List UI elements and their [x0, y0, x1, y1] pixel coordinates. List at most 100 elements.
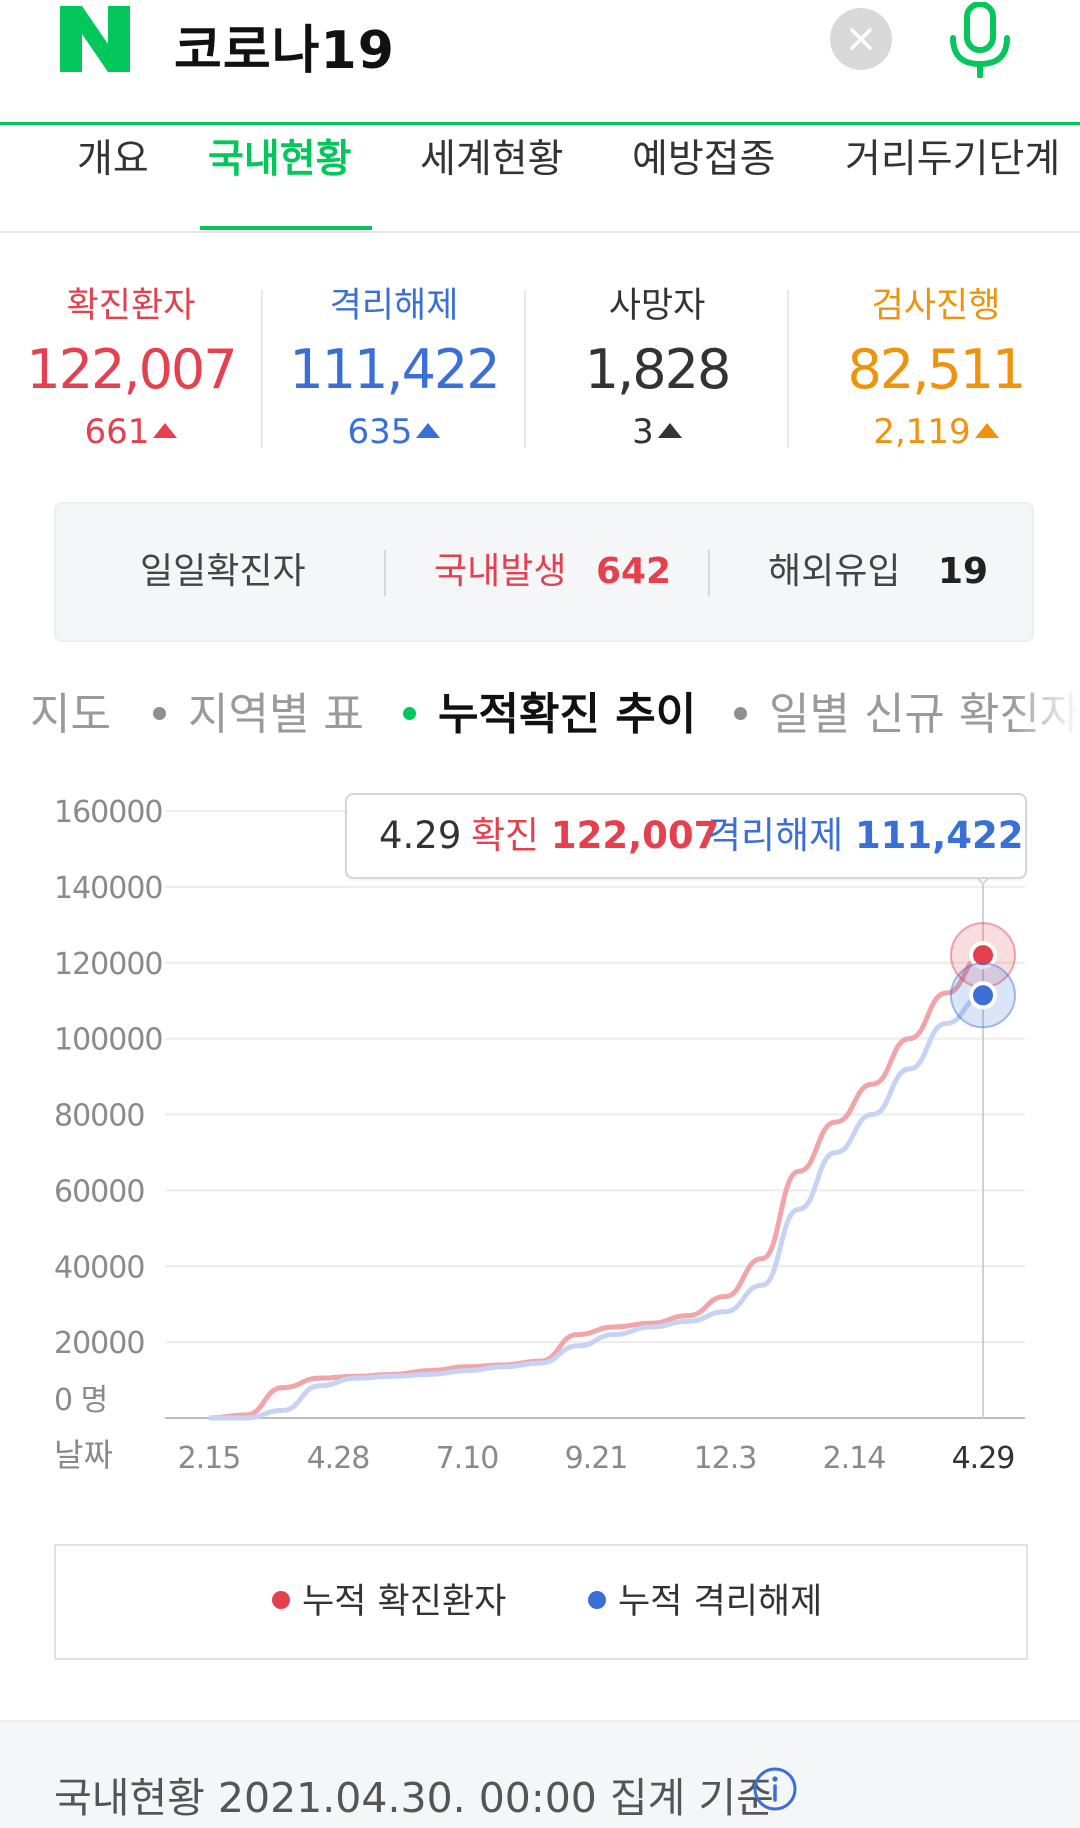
- tab-bar: 개요 국내현황 세계현황 예방접종 거리두기단계: [0, 125, 1080, 233]
- legend-dot-blue: [588, 1591, 606, 1609]
- x-tick-label: 12.3: [694, 1441, 757, 1476]
- tab-domestic[interactable]: 국내현황: [208, 137, 352, 182]
- stat-released: 격리해제 111,422 635: [263, 282, 525, 456]
- tooltip-confirmed: 확진 122,007: [471, 795, 719, 877]
- tooltip-date: 4.29: [379, 814, 462, 857]
- y-tick-label: 0 명: [54, 1383, 107, 1418]
- daily-title: 일일확진자: [140, 551, 306, 592]
- tooltip-confirmed-label: 확진: [471, 814, 540, 857]
- chart-subtabs: 지도 지역별 표 누적확진 추이 일별 신규 확진자: [0, 680, 1080, 750]
- tab-world[interactable]: 세계현황: [420, 137, 564, 182]
- stat-testing: 검사진행 82,511 2,119: [805, 282, 1067, 456]
- series-line-confirmed: [208, 952, 984, 1421]
- microphone-icon[interactable]: [945, 2, 1015, 78]
- up-arrow-icon: [153, 423, 178, 438]
- legend-label-confirmed: 누적 확진환자: [302, 1582, 507, 1622]
- up-arrow-icon: [974, 423, 999, 438]
- bullet-dot: [153, 706, 166, 720]
- y-tick-label: 40000: [54, 1250, 144, 1285]
- search-query[interactable]: 코로나19: [174, 21, 395, 81]
- naver-logo[interactable]: [58, 4, 132, 74]
- close-icon: [850, 28, 872, 50]
- subtab-map[interactable]: 지도: [30, 689, 111, 740]
- daily-divider: [708, 550, 710, 596]
- scroll-fade: [1010, 680, 1080, 750]
- chart-tooltip: 4.29 확진 122,007 격리해제 111,422: [345, 793, 1027, 879]
- daily-domestic: 국내발생 642: [434, 504, 671, 640]
- y-tick-label: 120000: [54, 947, 163, 982]
- x-tick-label: 9.21: [565, 1441, 628, 1476]
- daily-overseas-label: 해외유입: [768, 551, 901, 592]
- subtab-cumulative-trend-label: 누적확진 추이: [438, 689, 697, 740]
- chart-legend: 누적 확진환자 누적 격리해제: [54, 1544, 1028, 1660]
- stat-confirmed-delta: 661: [0, 408, 262, 456]
- legend-item-confirmed[interactable]: 누적 확진환자: [272, 1546, 506, 1658]
- x-tick-label: 4.29: [952, 1441, 1015, 1476]
- y-tick-label: 140000: [54, 871, 163, 906]
- data-point-released: [969, 981, 997, 1010]
- x-tick-label: 2.15: [178, 1441, 241, 1476]
- legend-item-released[interactable]: 누적 격리해제: [588, 1546, 822, 1658]
- stat-released-label: 격리해제: [329, 286, 459, 326]
- stat-testing-delta-value: 2,119: [873, 412, 971, 452]
- daily-domestic-value: 642: [595, 551, 672, 592]
- tooltip-released-value: 111,422: [854, 814, 1024, 857]
- daily-overseas-value: 19: [937, 551, 989, 592]
- footer-timestamp: 국내현황 2021.04.30. 00:00 집계 기준: [54, 1774, 774, 1822]
- clear-search-button[interactable]: [830, 8, 892, 70]
- tab-overview[interactable]: 개요: [77, 137, 149, 182]
- y-tick-label: 100000: [54, 1023, 163, 1058]
- stat-released-delta: 635: [263, 408, 525, 456]
- data-point-confirmed: [969, 941, 997, 970]
- x-tick-label: 4.28: [307, 1441, 370, 1476]
- stat-testing-delta: 2,119: [805, 408, 1067, 456]
- daily-divider: [384, 550, 386, 596]
- stat-deaths-delta-value: 3: [632, 412, 654, 452]
- tab-vaccination[interactable]: 예방접종: [632, 137, 776, 182]
- x-tick-label: 2.14: [823, 1441, 886, 1476]
- subtab-cumulative-trend[interactable]: 누적확진 추이: [403, 680, 696, 750]
- stat-confirmed-value: 122,007: [26, 338, 237, 401]
- series-line-released: [208, 992, 984, 1421]
- stat-divider: [261, 290, 263, 448]
- bullet-dot: [734, 706, 747, 720]
- stat-testing-value: 82,511: [847, 338, 1027, 401]
- active-tab-indicator: [200, 226, 372, 230]
- search-bar: 코로나19: [0, 0, 1080, 125]
- scroll-fade: [0, 680, 30, 750]
- x-axis-title: 날짜: [54, 1436, 113, 1474]
- stat-deaths-value: 1,828: [584, 338, 732, 401]
- stat-confirmed: 확진환자 122,007 661: [0, 282, 262, 456]
- info-icon[interactable]: [752, 1766, 798, 1812]
- y-tick-label: 20000: [54, 1326, 144, 1361]
- stat-deaths: 사망자 1,828 3: [526, 282, 788, 456]
- stat-deaths-delta: 3: [526, 408, 788, 456]
- daily-overseas: 해외유입 19: [768, 504, 988, 640]
- subtab-region-table[interactable]: 지역별 표: [153, 680, 364, 750]
- tooltip-released-label: 격리해제: [707, 814, 844, 857]
- stat-divider: [524, 290, 526, 448]
- y-tick-label: 160000: [54, 795, 163, 830]
- legend-dot-red: [272, 1591, 290, 1609]
- x-tick-label: 7.10: [436, 1441, 499, 1476]
- stat-deaths-label: 사망자: [608, 286, 706, 326]
- daily-confirmed-box: 일일확진자 국내발생 642 해외유입 19: [54, 502, 1034, 642]
- stat-released-delta-value: 635: [347, 412, 413, 452]
- tooltip-released: 격리해제 111,422: [707, 795, 1023, 877]
- stat-testing-label: 검사진행: [871, 286, 1001, 326]
- footer: 국내현황 2021.04.30. 00:00 집계 기준: [0, 1720, 1080, 1828]
- legend-label-released: 누적 격리해제: [618, 1582, 823, 1622]
- up-arrow-icon: [416, 423, 441, 438]
- stat-released-value: 111,422: [289, 338, 500, 401]
- bullet-dot: [403, 706, 416, 720]
- cumulative-trend-chart[interactable]: 160000 140000 120000 100000 80000 60000 40000 2…: [0, 780, 1080, 1480]
- stat-divider: [787, 290, 789, 448]
- y-tick-label: 80000: [54, 1099, 144, 1134]
- daily-domestic-label: 국내발생: [434, 551, 567, 592]
- y-tick-label: 60000: [54, 1174, 144, 1209]
- stat-confirmed-delta-value: 661: [84, 412, 150, 452]
- up-arrow-icon: [657, 423, 682, 438]
- stat-confirmed-label: 확진환자: [66, 286, 196, 326]
- tab-distancing[interactable]: 거리두기단계: [845, 137, 1061, 182]
- subtab-region-table-label: 지역별 표: [188, 689, 364, 740]
